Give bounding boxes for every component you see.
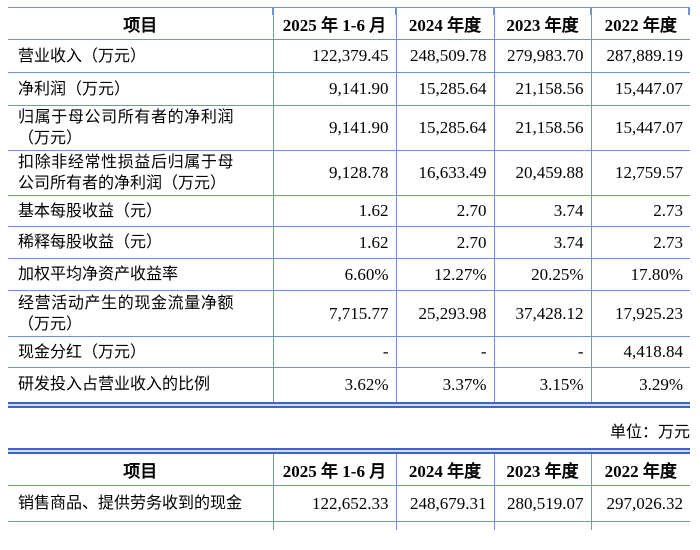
value-cell: 287,889.19	[590, 39, 690, 73]
cropped-divider-stub	[395, 7, 397, 15]
column-header-2023: 2023 年度	[493, 7, 591, 40]
table-row: 基本每股收益（元） 1.62 2.70 3.74 2.73	[8, 195, 690, 227]
value-cell: 12.27%	[395, 258, 494, 291]
row-label: 营业收入（万元）	[8, 39, 273, 73]
value-cell: 25,293.98	[395, 290, 494, 337]
value-cell: 21,158.56	[493, 72, 591, 106]
unit-label: 单位：万元	[609, 423, 690, 441]
value-cell: 9,128.78	[272, 150, 396, 196]
header-row: 项目 2025 年 1-6 月 2024 年度 2023 年度 2022 年度	[8, 7, 690, 40]
table-bottom-double-rule	[8, 401, 690, 408]
column-header-2025h1: 2025 年 1-6 月	[272, 453, 396, 486]
column-header-2024: 2024 年度	[395, 453, 494, 486]
value-cell: 248,679.31	[395, 485, 494, 522]
value-cell: 16,633.49	[395, 150, 494, 196]
value-cell: 3.74	[493, 195, 591, 227]
value-cell: 2.70	[395, 226, 494, 259]
value-cell: 37,428.12	[493, 290, 591, 337]
cropped-divider-stub	[688, 7, 690, 15]
value-cell: 15,447.07	[590, 72, 690, 106]
value-cell: 3.62%	[272, 367, 396, 402]
value-cell: 9,141.90	[272, 105, 396, 151]
value-cell: 122,652.33	[272, 485, 396, 522]
cropped-divider-stub	[493, 7, 495, 15]
value-cell: 3.29%	[590, 367, 690, 402]
value-cell: -	[493, 336, 591, 368]
value-cell: -	[395, 336, 494, 368]
financial-summary-table: 项目 2025 年 1-6 月 2024 年度 2023 年度 2022 年度 …	[8, 7, 690, 402]
row-label: 净利润（万元）	[8, 72, 273, 106]
column-header-item: 项目	[123, 461, 158, 481]
column-header-2022: 2022 年度	[590, 7, 690, 40]
value-cell: 15,447.07	[590, 105, 690, 151]
value-cell: 1.62	[272, 195, 396, 227]
table-row: 归属于母公司所有者的净利润（万元） 9,141.90 15,285.64 21,…	[8, 105, 690, 151]
row-label: 现金分红（万元）	[8, 336, 273, 368]
value-cell: 3.37%	[395, 367, 494, 402]
row-label: 基本每股收益（元）	[8, 195, 273, 227]
value-cell: 3.15%	[493, 367, 591, 402]
row-label: 扣除非经常性损益后归属于母公司所有者的净利润（万元）	[8, 150, 273, 196]
value-cell: 4,418.84	[590, 336, 690, 368]
row-label: 归属于母公司所有者的净利润（万元）	[8, 105, 273, 151]
value-cell: 9,141.90	[272, 72, 396, 106]
partial-row-cell	[493, 521, 591, 530]
value-cell: 280,519.07	[493, 485, 591, 522]
column-header-2025h1: 2025 年 1-6 月	[272, 7, 396, 40]
row-label: 经营活动产生的现金流量净额（万元）	[8, 290, 273, 337]
table-top-double-rule	[8, 447, 690, 454]
value-cell: 297,026.32	[590, 485, 690, 522]
column-header-2023: 2023 年度	[493, 453, 591, 486]
value-cell: 20,459.88	[493, 150, 591, 196]
column-header-item: 项目	[8, 7, 273, 40]
row-label: 稀释每股收益（元）	[8, 226, 273, 259]
partial-row-cell	[395, 521, 494, 530]
cropped-table-row	[8, 521, 690, 530]
value-cell: 20.25%	[493, 258, 591, 291]
column-header-2024: 2024 年度	[395, 7, 494, 40]
value-cell: 122,379.45	[272, 39, 396, 73]
value-cell: 15,285.64	[395, 105, 494, 151]
value-cell: 7,715.77	[272, 290, 396, 337]
table-row: 扣除非经常性损益后归属于母公司所有者的净利润（万元） 9,128.78 16,6…	[8, 150, 690, 196]
value-cell: 6.60%	[272, 258, 396, 291]
partial-row-cell	[8, 521, 273, 530]
value-cell: -	[272, 336, 396, 368]
table-row: 加权平均净资产收益率 6.60% 12.27% 20.25% 17.80%	[8, 258, 690, 291]
value-cell: 21,158.56	[493, 105, 591, 151]
value-cell: 2.73	[590, 226, 690, 259]
table-row: 现金分红（万元） - - - 4,418.84	[8, 336, 690, 368]
value-cell: 279,983.70	[493, 39, 591, 73]
header-row: 项目 2025 年 1-6 月 2024 年度 2023 年度 2022 年度	[8, 453, 690, 486]
table-row: 研发投入占营业收入的比例 3.62% 3.37% 3.15% 3.29%	[8, 367, 690, 402]
value-cell: 248,509.78	[395, 39, 494, 73]
row-label: 销售商品、提供劳务收到的现金	[8, 485, 273, 522]
table-row: 营业收入（万元） 122,379.45 248,509.78 279,983.7…	[8, 39, 690, 73]
document-page: 项目 2025 年 1-6 月 2024 年度 2023 年度 2022 年度 …	[0, 7, 700, 550]
row-label: 研发投入占营业收入的比例	[8, 367, 273, 402]
value-cell: 17.80%	[590, 258, 690, 291]
cropped-divider-stub	[590, 7, 592, 15]
value-cell: 2.73	[590, 195, 690, 227]
table-row: 销售商品、提供劳务收到的现金 122,652.33 248,679.31 280…	[8, 485, 690, 522]
table-row: 经营活动产生的现金流量净额（万元） 7,715.77 25,293.98 37,…	[8, 290, 690, 337]
value-cell: 3.74	[493, 226, 591, 259]
value-cell: 1.62	[272, 226, 396, 259]
column-header-2022: 2022 年度	[590, 453, 690, 486]
value-cell: 15,285.64	[395, 72, 494, 106]
table-row: 净利润（万元） 9,141.90 15,285.64 21,158.56 15,…	[8, 72, 690, 106]
value-cell: 12,759.57	[590, 150, 690, 196]
partial-row-cell	[590, 521, 690, 530]
partial-row-cell	[272, 521, 396, 530]
value-cell: 2.70	[395, 195, 494, 227]
row-label: 加权平均净资产收益率	[8, 258, 273, 291]
value-cell: 17,925.23	[590, 290, 690, 337]
cash-flow-table: 项目 2025 年 1-6 月 2024 年度 2023 年度 2022 年度 …	[8, 453, 690, 530]
table-row: 稀释每股收益（元） 1.62 2.70 3.74 2.73	[8, 226, 690, 259]
cropped-divider-stub	[272, 7, 274, 15]
